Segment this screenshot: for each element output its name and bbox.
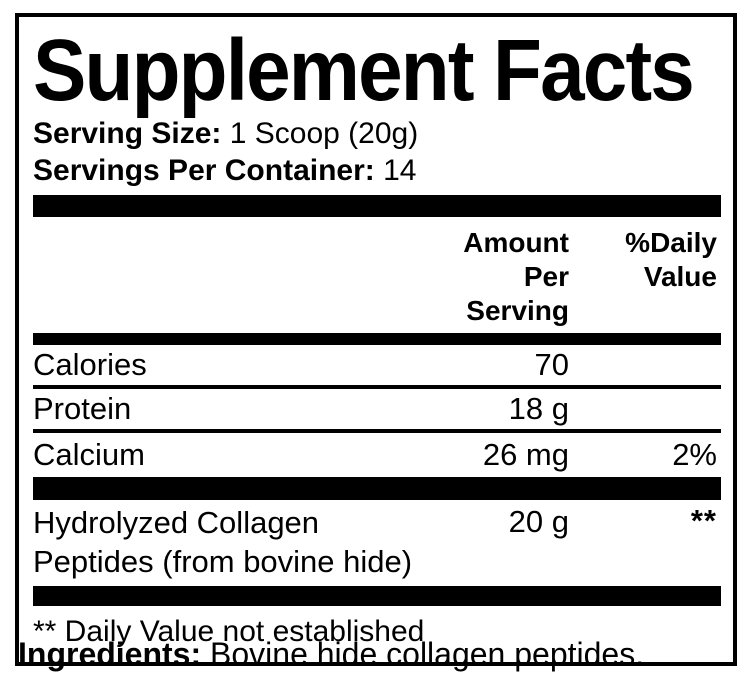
daily-value-footnote: ** Daily Value not established	[33, 615, 425, 648]
ingredients-label: Ingredients:	[18, 636, 202, 672]
nutrient-amount: 20 g	[508, 504, 569, 539]
serving-size-label: Serving Size:	[33, 117, 222, 150]
amount-per-serving-header: Amount Per Serving	[463, 227, 569, 326]
thick-divider-middle	[33, 477, 721, 500]
ingredients-value: Bovine hide collagen peptides.	[210, 636, 645, 672]
panel-title: Supplement Facts	[33, 22, 695, 119]
nutrient-amount: 18 g	[508, 391, 569, 426]
nutrient-name: Calories	[33, 347, 147, 382]
supplement-facts-panel: Supplement Facts Serving Size: 1 Scoop (…	[15, 13, 737, 666]
nutrient-amount: 26 mg	[482, 437, 569, 472]
nutrient-amount: 70	[534, 347, 569, 382]
servings-per-container-line: Servings Per Container: 14	[33, 152, 721, 189]
nutrient-name: Calcium	[33, 437, 145, 472]
table-row-protein: Protein 18 g	[33, 389, 721, 433]
table-row-calcium: Calcium 26 mg 2%	[33, 433, 721, 477]
ingredients-line: Ingredients: Bovine hide collagen peptid…	[18, 636, 644, 673]
thick-divider-bottom	[33, 586, 721, 606]
column-header-row: Amount Per Serving %Daily Value	[33, 217, 721, 333]
nutrient-dv: 2%	[672, 437, 717, 472]
nutrient-dv-asterisks: **	[690, 503, 717, 538]
servings-per-container-value: 14	[383, 154, 417, 187]
nutrient-name: Protein	[33, 391, 132, 426]
header-divider	[33, 333, 721, 345]
serving-size-line: Serving Size: 1 Scoop (20g)	[33, 115, 721, 152]
serving-size-value: 1 Scoop (20g)	[229, 117, 419, 150]
thick-divider-top	[33, 195, 721, 217]
daily-value-header: %Daily Value	[625, 227, 717, 292]
table-row-calories: Calories 70	[33, 345, 721, 389]
table-row-collagen: Hydrolyzed Collagen Peptides (from bovin…	[33, 500, 721, 586]
servings-per-container-label: Servings Per Container:	[33, 154, 375, 187]
nutrient-name: Hydrolyzed Collagen Peptides (from bovin…	[33, 505, 413, 579]
